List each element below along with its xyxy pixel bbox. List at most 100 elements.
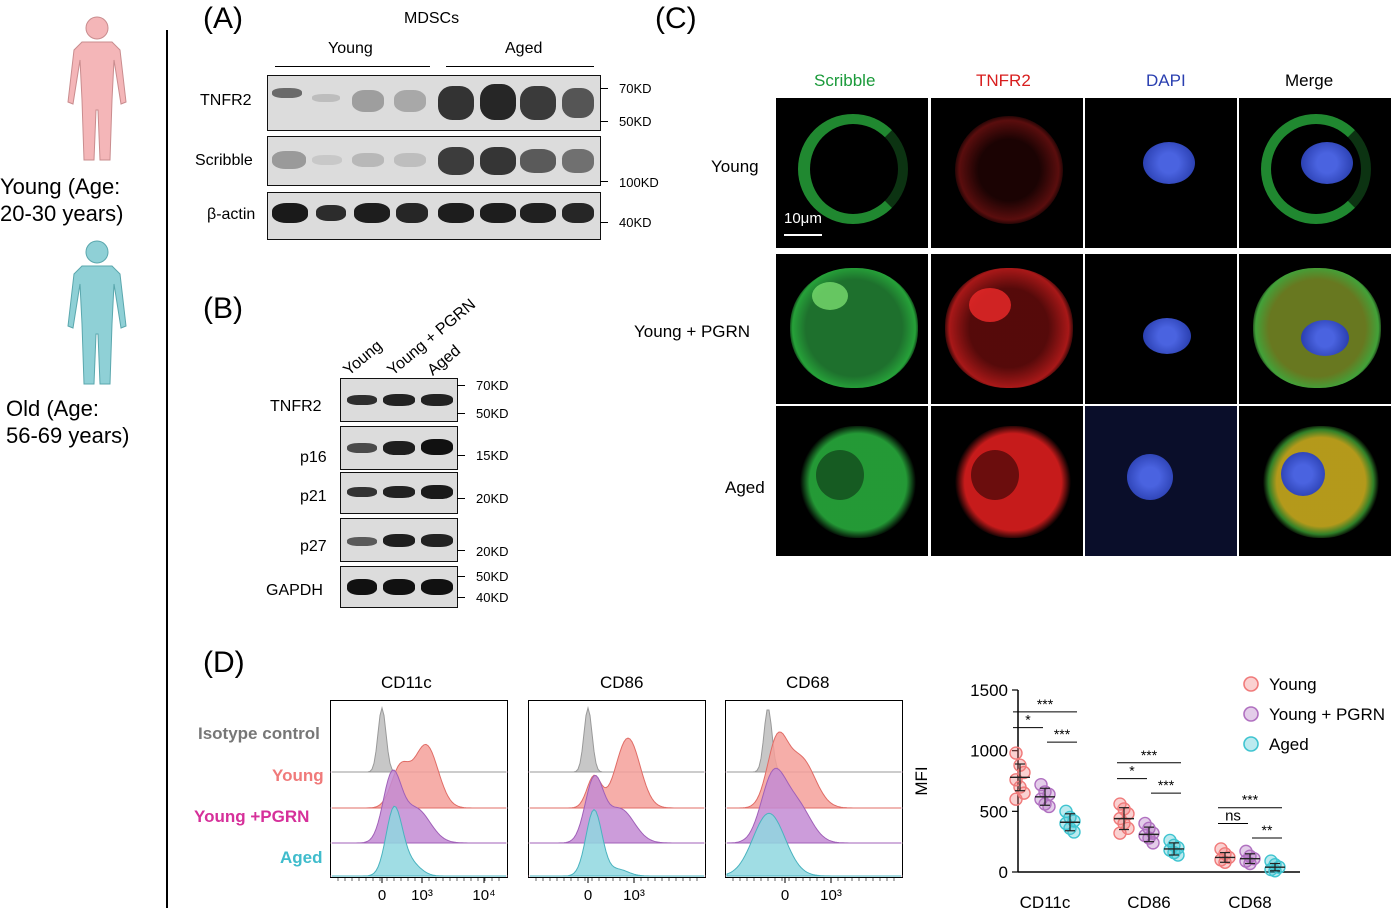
legend-label: Aged [1269,735,1309,754]
panel-a-row-label-tnfr2: TNFR2 [200,92,252,109]
hist-curve-young [727,731,901,809]
panel-a-row-label-scribble: Scribble [195,152,253,169]
y-tick-label: 1000 [970,742,1008,761]
significance-label: *** [1242,792,1259,808]
data-point [1067,814,1081,828]
marker-label: 50KD [476,569,509,584]
hist-curve-isotype [727,709,901,773]
data-point [1009,746,1023,760]
histogram-cd68: 0 10³ [725,700,903,904]
micrograph-pgrn-dapi [1085,254,1237,404]
significance-label: ns [1225,807,1241,824]
marker-tick [457,413,465,414]
panel-a-young-bracket [275,66,430,67]
marker-label: 50KD [476,406,509,421]
x-category-label: CD68 [1228,893,1271,912]
x-tick-label: 0 [781,887,789,904]
data-point [1113,826,1127,840]
legend-label: Young [1269,675,1317,694]
micrograph-pgrn-merge [1239,254,1391,404]
legend-marker [1243,706,1259,722]
hist-frame [725,700,903,878]
marker-tick [600,121,608,122]
hist-title-cd11c: CD11c [381,673,432,692]
hist-curve-young-pgrn [530,774,704,844]
old-age-label-1: Old (Age: [6,396,99,421]
panel-b-letter: (B) [203,292,243,325]
marker-label: 50KD [619,114,652,129]
divider-line [166,30,168,908]
data-point [1034,777,1048,792]
micrograph-young-dapi [1085,98,1237,248]
marker-tick [457,498,465,499]
y-tick-label: 1500 [970,681,1008,700]
data-point [1009,792,1023,806]
y-tick-label: 0 [999,863,1008,882]
marker-label: 40KD [476,590,509,605]
blot-b-tnfr2 [340,378,458,422]
micrograph-aged-dapi [1085,406,1237,556]
x-tick-label: 10³ [820,887,842,904]
marker-label: 20KD [476,544,509,559]
panel-a-letter: (A) [203,2,243,35]
panel-b-row-label-gapdh: GAPDH [266,582,323,599]
panel-c-letter: (C) [655,2,697,35]
significance-label: *** [1037,696,1054,712]
marker-tick [457,597,465,598]
significance-label: ** [1262,822,1273,838]
significance-label: * [1025,712,1031,728]
panel-c-col-tnfr2: TNFR2 [976,71,1031,90]
marker-tick [457,550,465,551]
marker-label: 40KD [619,215,652,230]
marker-tick [600,88,608,89]
micrograph-pgrn-tnfr2 [931,254,1083,404]
panel-c-row-young-pgrn: Young + PGRN [634,322,751,341]
marker-label: 70KD [476,378,509,393]
panel-c-col-merge: Merge [1285,71,1334,90]
marker-label: 15KD [476,448,509,463]
panel-b-row-label-p27: p27 [300,538,327,555]
marker-tick [600,222,608,223]
panel-b-row-label-tnfr2: TNFR2 [270,398,322,415]
panel-c-col-dapi: DAPI [1146,71,1186,90]
x-tick-label: 0 [584,887,592,904]
hist-curve-young [332,743,506,809]
histogram-cd86: 0 10³ [528,700,706,904]
scale-bar-label: 10μm [784,210,822,227]
hist-frame [528,700,706,878]
blot-a-scribble [267,136,601,186]
significance-label: *** [1141,747,1158,763]
panel-b-row-label-p16: p16 [300,449,327,466]
old-person-icon [67,240,127,385]
young-age-label-1: Young (Age: [0,174,121,199]
hist-curve-aged [726,812,901,877]
y-axis-label: MFI [912,766,931,795]
marker-tick [457,455,465,456]
x-tick-label: 0 [378,887,386,904]
micrograph-pgrn-scribble [776,254,928,404]
data-point [1042,799,1056,814]
micrograph-aged-scribble [776,406,928,556]
panel-b-lane-young: Young [340,337,386,380]
marker-label: 70KD [619,81,652,96]
legend-marker [1243,676,1259,692]
x-tick-label: 10³ [623,887,645,904]
young-age-label-2: 20-30 years) [0,201,124,226]
blot-a-actin [267,192,601,240]
legend-label: Young + PGRN [1269,705,1385,724]
blot-b-p21 [340,472,458,514]
panel-c-col-scribble: Scribble [814,71,876,90]
hist-title-cd86: CD86 [600,673,644,692]
scale-bar [784,234,822,236]
panel-c-row-aged: Aged [725,478,765,497]
panel-a-title: MDSCs [404,10,460,27]
young-person-icon [67,16,127,161]
hist-curve-aged [332,805,506,877]
hist-legend-young: Young [272,766,324,785]
micrograph-aged-merge [1239,406,1391,556]
hist-legend-aged: Aged [280,848,323,867]
left-legend: Young (Age: 20-30 years) Old (Age: 56-69… [0,0,165,914]
hist-curve-young-pgrn [332,769,506,844]
significance-label: *** [1158,777,1175,793]
x-category-label: CD86 [1127,893,1170,912]
